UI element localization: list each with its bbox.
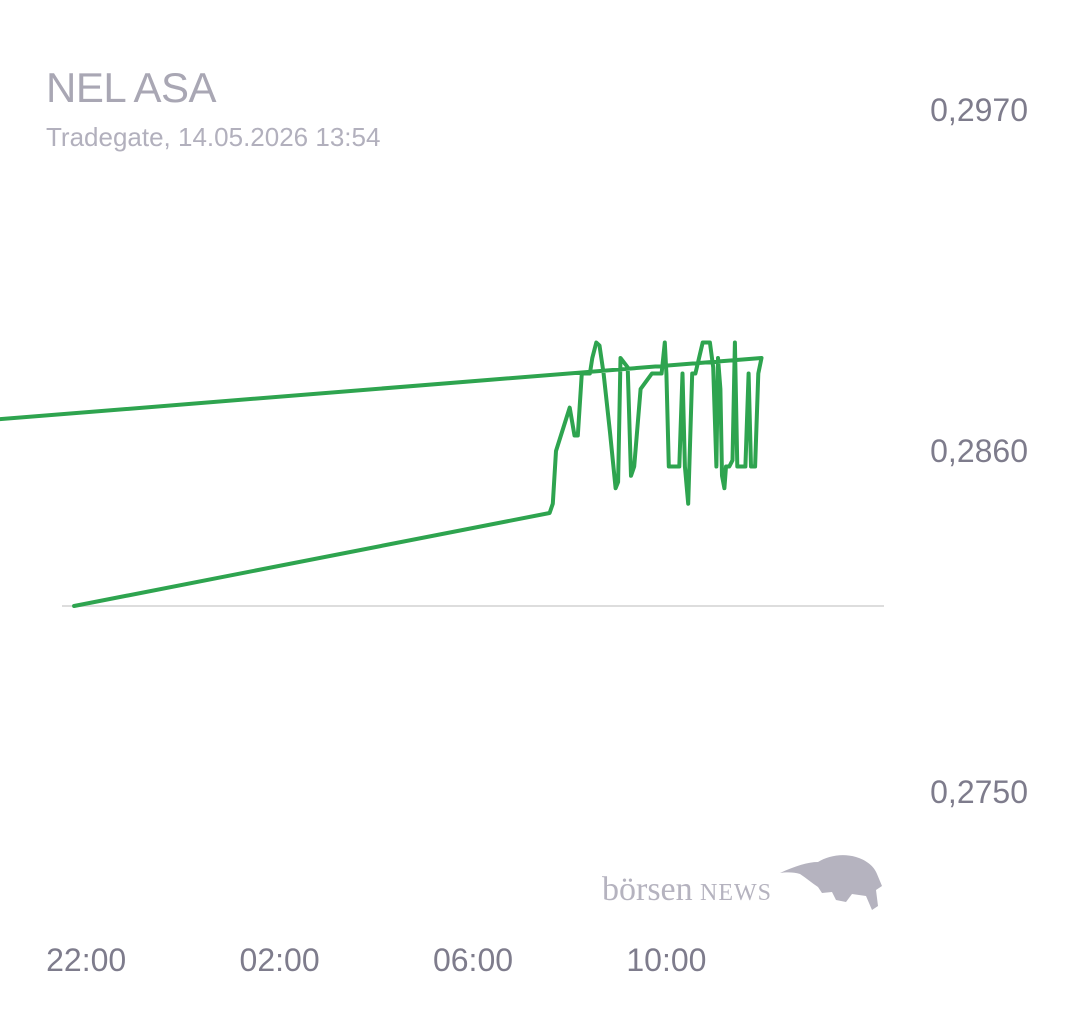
price-series-line-0 [0, 340, 764, 608]
y-tick-label: 0,2750 [930, 774, 1028, 810]
x-tick-label: 10:00 [626, 942, 706, 978]
bull-icon [780, 855, 882, 910]
boersennews-logo: börsen NEWS [602, 855, 882, 910]
logo-text-boersen: börsen [602, 871, 693, 908]
y-tick-label: 0,2970 [930, 92, 1028, 128]
y-tick-label: 0,2860 [930, 433, 1028, 469]
x-tick-label: 06:00 [433, 942, 513, 978]
x-tick-label: 22:00 [46, 942, 126, 978]
chart-subtitle: Tradegate, 14.05.2026 13:54 [46, 122, 381, 152]
chart-title: NEL ASA [46, 64, 217, 111]
x-tick-label: 02:00 [240, 942, 320, 978]
logo-text-news: NEWS [700, 880, 772, 906]
